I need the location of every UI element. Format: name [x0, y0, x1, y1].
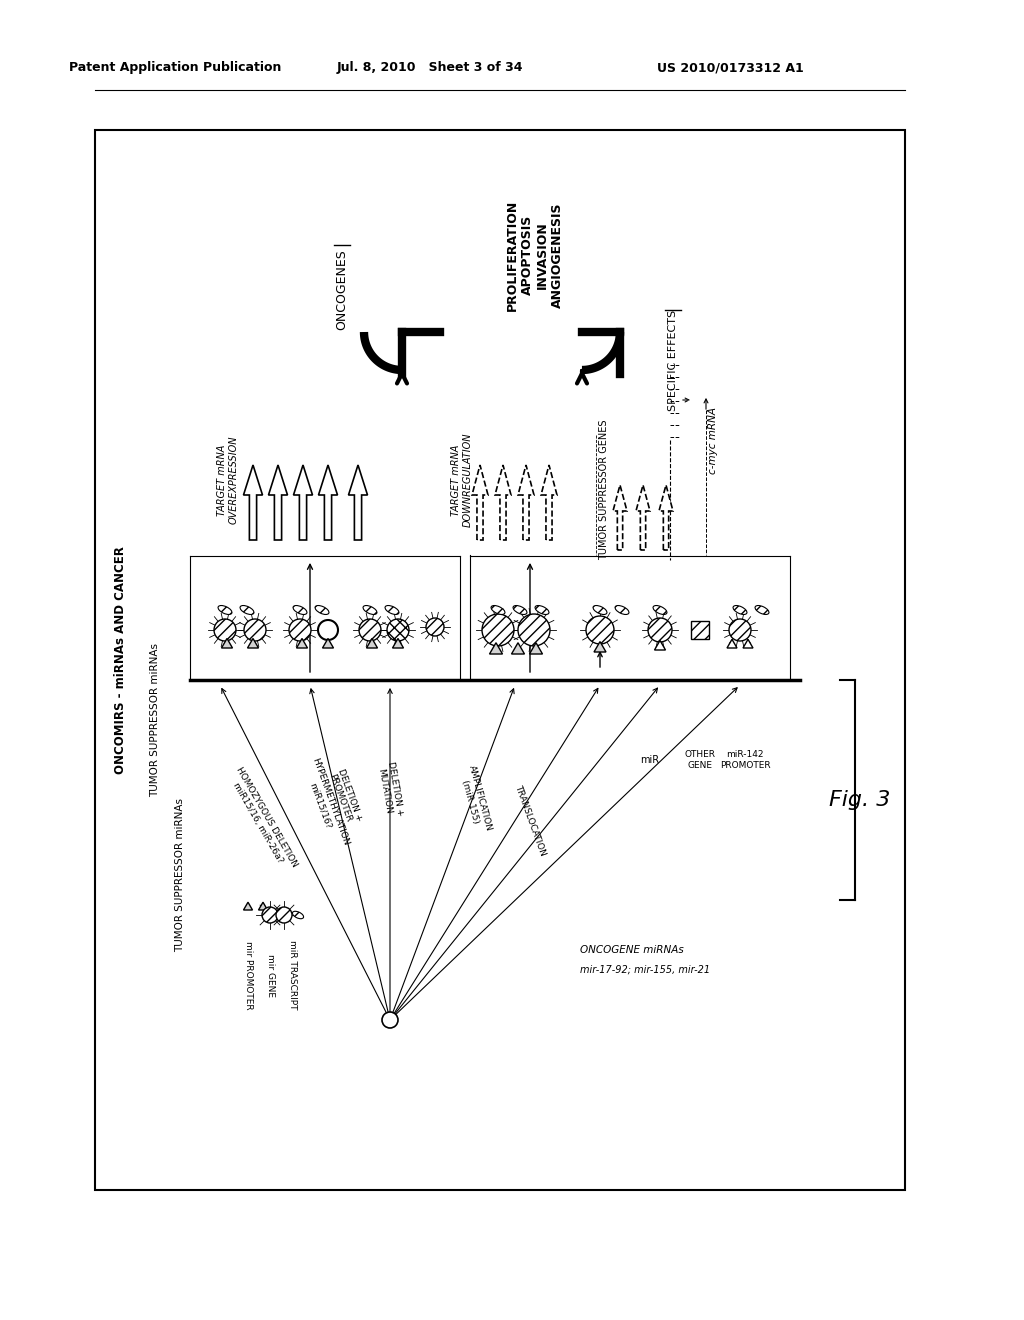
Polygon shape [541, 465, 557, 540]
Text: HOMOZYGOUS DELETION
miR15/16, miR-26a?: HOMOZYGOUS DELETION miR15/16, miR-26a? [225, 766, 299, 874]
Circle shape [244, 619, 266, 642]
Circle shape [276, 907, 292, 923]
Polygon shape [594, 642, 606, 652]
Circle shape [586, 616, 614, 644]
Text: TRANSLOCATION: TRANSLOCATION [513, 783, 547, 857]
Text: mir PROMOTER: mir PROMOTER [244, 941, 253, 1010]
Text: Patent Application Publication: Patent Application Publication [69, 62, 282, 74]
Ellipse shape [240, 606, 254, 615]
Polygon shape [392, 639, 403, 648]
Polygon shape [268, 465, 288, 540]
Text: OTHER
GENE: OTHER GENE [684, 750, 716, 770]
Polygon shape [248, 639, 258, 648]
Polygon shape [613, 484, 627, 550]
Polygon shape [323, 639, 334, 648]
Ellipse shape [385, 606, 399, 615]
Ellipse shape [733, 606, 746, 615]
Ellipse shape [492, 606, 505, 615]
Text: TARGET mRNA
OVEREXPRESSION: TARGET mRNA OVEREXPRESSION [217, 436, 239, 524]
Ellipse shape [364, 606, 377, 615]
Polygon shape [654, 640, 666, 649]
Text: PROLIFERATION
APOPTOSIS
INVASION
ANGIOGENESIS: PROLIFERATION APOPTOSIS INVASION ANGIOGE… [506, 199, 564, 310]
Polygon shape [348, 465, 368, 540]
Polygon shape [318, 465, 338, 540]
Text: ONCOMIRS - miRNAs AND CANCER: ONCOMIRS - miRNAs AND CANCER [114, 546, 127, 774]
Text: DELETION +
PROMOTER
HYPERMETHYLATION
miR15/16?: DELETION + PROMOTER HYPERMETHYLATION miR… [300, 750, 370, 850]
Circle shape [387, 619, 409, 642]
Polygon shape [529, 643, 543, 653]
Polygon shape [636, 484, 650, 550]
Polygon shape [244, 902, 253, 909]
Circle shape [382, 1012, 398, 1028]
Ellipse shape [293, 911, 303, 919]
Circle shape [262, 907, 278, 923]
Circle shape [426, 618, 444, 636]
Text: mir-17-92; mir-155, mir-21: mir-17-92; mir-155, mir-21 [580, 965, 710, 975]
Text: DELETION +
MUTATION: DELETION + MUTATION [376, 762, 404, 818]
Polygon shape [659, 484, 673, 550]
Circle shape [648, 618, 672, 642]
Text: mir GENE: mir GENE [265, 953, 274, 997]
Circle shape [482, 614, 514, 645]
Polygon shape [221, 639, 232, 648]
Ellipse shape [653, 606, 667, 615]
Text: US 2010/0173312 A1: US 2010/0173312 A1 [656, 62, 804, 74]
Polygon shape [743, 639, 753, 648]
Bar [95, 129, 905, 1191]
Polygon shape [297, 639, 307, 648]
Ellipse shape [513, 606, 527, 615]
Text: Jul. 8, 2010   Sheet 3 of 34: Jul. 8, 2010 Sheet 3 of 34 [337, 62, 523, 74]
Text: miR-142
PROMOTER: miR-142 PROMOTER [720, 750, 770, 770]
Polygon shape [472, 465, 488, 540]
Ellipse shape [293, 606, 307, 615]
Text: SPECIFIC EFFECTS: SPECIFIC EFFECTS [668, 309, 678, 411]
Text: miR TRASCRIPT: miR TRASCRIPT [288, 940, 297, 1010]
Bar [691, 620, 709, 639]
Text: c-myc mRNA: c-myc mRNA [708, 407, 718, 474]
Text: TARGET mRNA
DOWNREGULATION: TARGET mRNA DOWNREGULATION [452, 433, 473, 527]
Ellipse shape [218, 606, 232, 615]
Polygon shape [727, 639, 737, 648]
Polygon shape [518, 465, 534, 540]
Ellipse shape [315, 606, 329, 615]
Circle shape [318, 620, 338, 640]
Text: Fig. 3: Fig. 3 [829, 789, 891, 810]
Polygon shape [367, 639, 378, 648]
Ellipse shape [615, 606, 629, 615]
Text: TUMOR SUPPRESSOR GENES: TUMOR SUPPRESSOR GENES [599, 420, 609, 560]
Polygon shape [489, 643, 503, 653]
Circle shape [729, 619, 751, 642]
Polygon shape [495, 465, 511, 540]
Polygon shape [294, 465, 312, 540]
Circle shape [289, 619, 311, 642]
Polygon shape [512, 643, 524, 653]
Polygon shape [258, 902, 267, 909]
Circle shape [359, 619, 381, 642]
Ellipse shape [755, 606, 769, 615]
Text: ONCOGENES: ONCOGENES [336, 249, 348, 330]
Text: TUMOR SUPPRESSOR miRNAs: TUMOR SUPPRESSOR miRNAs [175, 799, 185, 952]
Circle shape [518, 614, 550, 645]
Text: AMPLIFICATION
(miR 155): AMPLIFICATION (miR 155) [457, 764, 494, 836]
Polygon shape [244, 465, 262, 540]
Text: TUMOR SUPPRESSOR miRNAs: TUMOR SUPPRESSOR miRNAs [150, 643, 160, 797]
Circle shape [214, 619, 236, 642]
Ellipse shape [593, 606, 607, 615]
Text: miR: miR [640, 755, 659, 766]
Text: ONCOGENE miRNAs: ONCOGENE miRNAs [580, 945, 684, 954]
Ellipse shape [536, 606, 549, 615]
